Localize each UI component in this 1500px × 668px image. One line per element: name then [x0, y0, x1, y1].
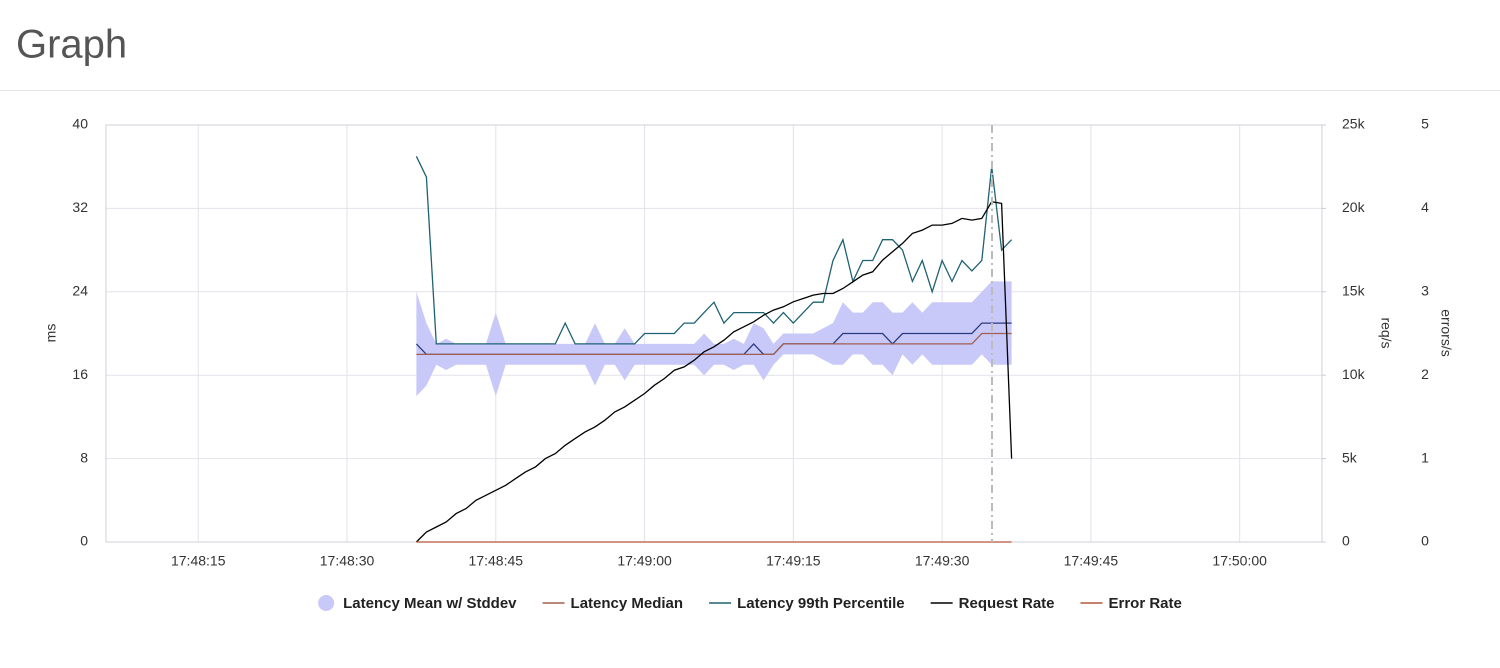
legend-label: Latency 99th Percentile: [737, 595, 905, 612]
y3-tick-label: 3: [1421, 283, 1429, 299]
y-axis-label: ms: [43, 324, 59, 343]
legend: Latency Mean w/ Stddev Latency Median Late…: [318, 595, 1182, 612]
y3-tick-label: 4: [1421, 199, 1429, 215]
legend-label: Request Rate: [959, 595, 1055, 612]
y2-axis-label: req/s: [1378, 317, 1394, 348]
y3-tick-label: 5: [1421, 116, 1429, 132]
legend-label: Error Rate: [1109, 595, 1182, 612]
y3-tick-label: 2: [1421, 366, 1429, 382]
x-tick-label: 17:49:00: [617, 553, 672, 569]
y-tick-label: 40: [72, 116, 88, 132]
legend-label: Latency Median: [571, 595, 684, 612]
y3-tick-label: 0: [1421, 533, 1429, 549]
series-line: [415, 156, 1013, 345]
legend-label: Latency Mean w/ Stddev: [343, 595, 517, 612]
stddev-band: [416, 281, 1012, 397]
x-tick-label: 17:48:15: [171, 553, 226, 569]
y-tick-label: 8: [80, 449, 88, 465]
y2-tick-label: 15k: [1342, 283, 1366, 299]
y3-axis-label: errors/s: [1438, 309, 1454, 356]
series-line: [415, 200, 1013, 543]
legend-swatch: [318, 595, 335, 611]
x-tick-label: 17:49:45: [1064, 553, 1119, 569]
y-tick-label: 32: [72, 199, 88, 215]
series-line: [416, 332, 1012, 356]
x-tick-label: 17:49:30: [915, 553, 970, 569]
y-tick-label: 24: [72, 283, 88, 299]
y2-tick-label: 25k: [1342, 116, 1366, 132]
y2-tick-label: 5k: [1342, 449, 1358, 465]
x-tick-label: 17:48:30: [320, 553, 375, 569]
y-tick-label: 16: [72, 366, 88, 382]
x-tick-label: 17:50:00: [1212, 553, 1267, 569]
x-tick-label: 17:48:45: [469, 553, 524, 569]
y2-tick-label: 10k: [1342, 366, 1366, 382]
y2-tick-label: 0: [1342, 533, 1350, 549]
y2-tick-label: 20k: [1342, 199, 1366, 215]
y-tick-label: 0: [80, 533, 88, 549]
y3-tick-label: 1: [1421, 449, 1429, 465]
page-title: Graph: [16, 23, 127, 67]
plot-border: [105, 124, 1323, 543]
x-tick-label: 17:49:15: [766, 553, 821, 569]
plot-area: [105, 124, 1323, 543]
